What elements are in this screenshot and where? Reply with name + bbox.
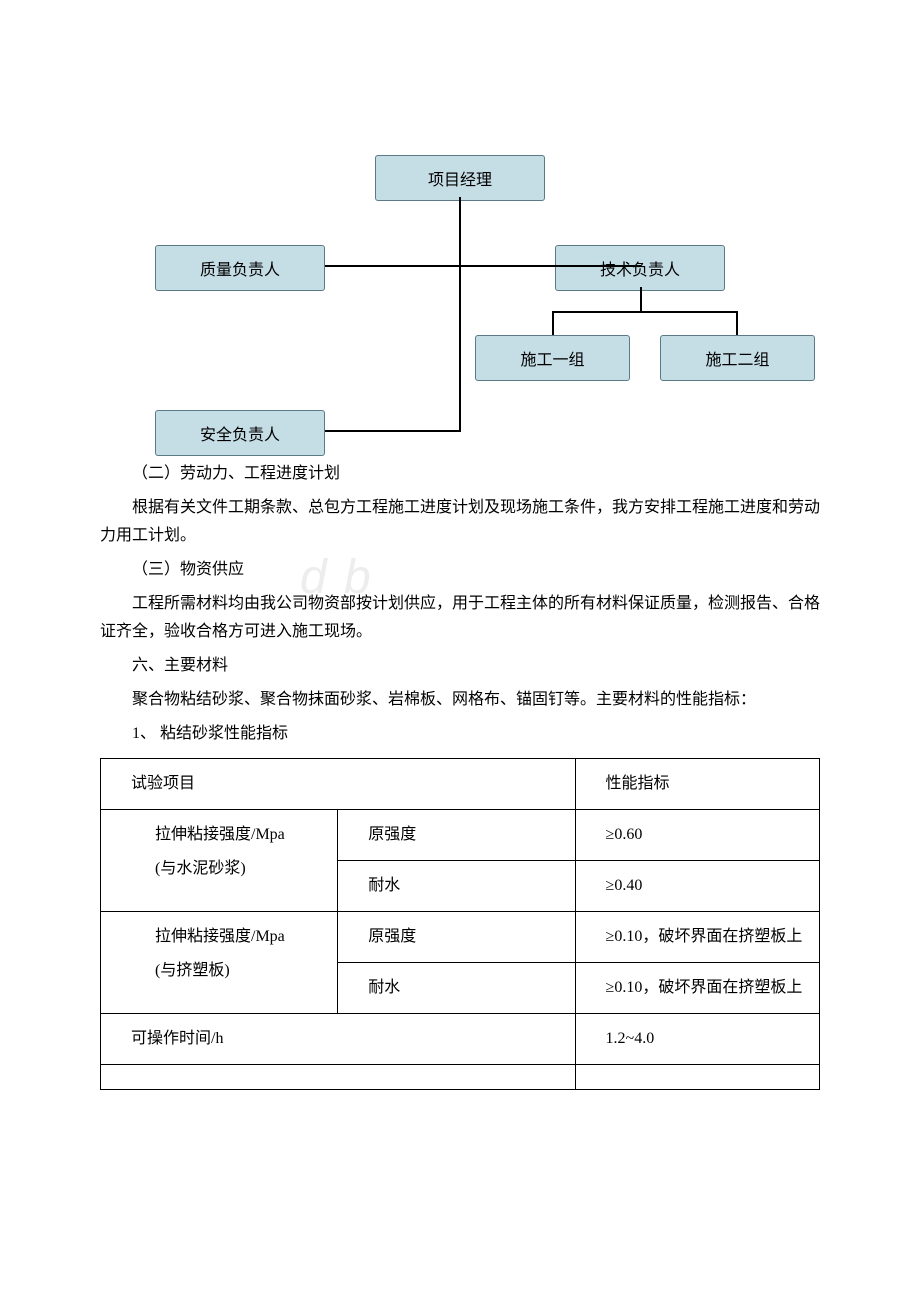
table-cell: 耐水	[338, 963, 575, 1014]
table-cell: ≥0.10，破坏界面在挤塑板上	[575, 963, 819, 1014]
table-row	[101, 1065, 820, 1090]
section-heading-3: （三）物资供应	[100, 556, 820, 584]
table-cell: 拉伸粘接强度/Mpa (与挤塑板)	[101, 912, 338, 1014]
node-tech-lead: 技术负责人	[555, 245, 725, 291]
table-cell: ≥0.60	[575, 810, 819, 861]
chart-line	[640, 287, 642, 311]
table-cell: 耐水	[338, 861, 575, 912]
table-cell: 拉伸粘接强度/Mpa (与水泥砂浆)	[101, 810, 338, 912]
node-team-2: 施工二组	[660, 335, 815, 381]
paragraph: 聚合物粘结砂浆、聚合物抹面砂浆、岩棉板、网格布、锚固钉等。主要材料的性能指标：	[100, 686, 820, 714]
org-chart: 项目经理 质量负责人 技术负责人 施工一组 施工二组 安全负责人	[100, 100, 820, 430]
table-cell: ≥0.40	[575, 861, 819, 912]
table-header-cell: 试验项目	[101, 759, 576, 810]
cell-text: (与水泥砂浆)	[131, 856, 327, 882]
node-label: 项目经理	[428, 172, 492, 189]
node-safety-lead: 安全负责人	[155, 410, 325, 456]
chart-line	[552, 311, 738, 313]
chart-line	[325, 430, 461, 432]
paragraph: 根据有关文件工期条款、总包方工程施工进度计划及现场施工条件，我方安排工程施工进度…	[100, 494, 820, 550]
table-cell: 原强度	[338, 810, 575, 861]
node-quality-lead: 质量负责人	[155, 245, 325, 291]
node-team-1: 施工一组	[475, 335, 630, 381]
table-cell: 原强度	[338, 912, 575, 963]
paragraph: 工程所需材料均由我公司物资部按计划供应，用于工程主体的所有材料保证质量，检测报告…	[100, 590, 820, 646]
spec-table: 试验项目 性能指标 拉伸粘接强度/Mpa (与水泥砂浆) 原强度 ≥0.60 耐…	[100, 758, 820, 1090]
node-label: 施工一组	[520, 352, 584, 369]
section-heading-2: （二）劳动力、工程进度计划	[100, 460, 820, 488]
list-item-1: 1、 粘结砂浆性能指标	[100, 720, 820, 748]
table-row: 试验项目 性能指标	[101, 759, 820, 810]
chart-line	[736, 311, 738, 335]
table-row: 可操作时间/h 1.2~4.0	[101, 1014, 820, 1065]
cell-text: (与挤塑板)	[131, 958, 327, 984]
table-cell: 1.2~4.0	[575, 1014, 819, 1065]
chart-line	[552, 311, 554, 335]
table-cell: 可操作时间/h	[101, 1014, 576, 1065]
node-label: 质量负责人	[200, 262, 280, 279]
table-row: 拉伸粘接强度/Mpa (与水泥砂浆) 原强度 ≥0.60	[101, 810, 820, 861]
section-heading-6: 六、主要材料	[100, 652, 820, 680]
table-row: 拉伸粘接强度/Mpa (与挤塑板) 原强度 ≥0.10，破坏界面在挤塑板上	[101, 912, 820, 963]
chart-line	[459, 197, 461, 431]
node-project-manager: 项目经理	[375, 155, 545, 201]
table-cell	[101, 1065, 576, 1090]
chart-line	[325, 265, 641, 267]
table-cell: ≥0.10，破坏界面在挤塑板上	[575, 912, 819, 963]
table-cell	[575, 1065, 819, 1090]
cell-text: 拉伸粘接强度/Mpa	[131, 924, 327, 950]
node-label: 施工二组	[705, 352, 769, 369]
cell-text: 拉伸粘接强度/Mpa	[131, 822, 327, 848]
node-label: 安全负责人	[200, 427, 280, 444]
table-header-cell: 性能指标	[575, 759, 819, 810]
